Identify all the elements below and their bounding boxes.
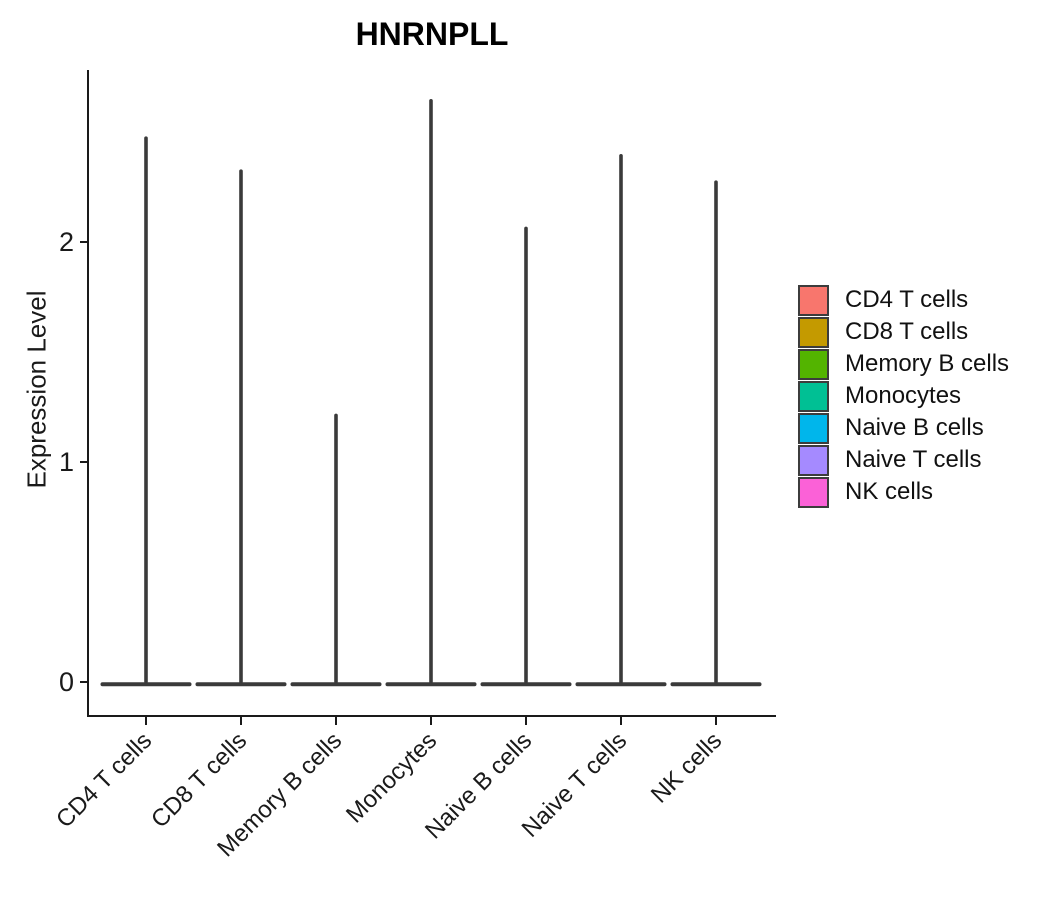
legend-item-label: CD8 T cells: [845, 318, 969, 345]
legend-item-label: CD4 T cells: [845, 286, 969, 313]
legend-item-monocytes: Monocytes: [798, 380, 1009, 412]
violin-cd4-t-cells: [100, 136, 192, 687]
violin-naive-b-cells: [480, 226, 572, 687]
violin-base: [670, 682, 762, 687]
legend-swatch-naive-b-cells: [798, 412, 829, 444]
legend-swatch-nk-cells: [798, 476, 829, 508]
legend-item-cd8-t-cells: CD8 T cells: [798, 316, 1009, 348]
violin-cd8-t-cells: [195, 169, 287, 687]
violin-memory-b-cells: [290, 413, 382, 687]
violin-naive-t-cells: [575, 154, 667, 687]
legend-item-label: Memory B cells: [845, 350, 1010, 377]
y-axis-label: Expression Level: [21, 290, 52, 489]
violin-spike: [334, 413, 338, 684]
x-axis-label-monocytes: Monocytes: [341, 727, 442, 828]
legend-item-memory-b-cells: Memory B cells: [798, 348, 1009, 380]
legend-item-label: Naive B cells: [845, 414, 984, 441]
legend-swatch-cd8-t-cells: [798, 316, 829, 348]
violin-nk-cells: [670, 180, 762, 687]
legend-swatch-monocytes: [798, 380, 829, 412]
violin-base: [480, 682, 572, 687]
plot-title: HNRNPLL: [355, 16, 509, 52]
x-axis-label-cd4-t-cells: CD4 T cells: [51, 727, 157, 833]
violin-spike: [619, 154, 623, 684]
violin-spike: [144, 136, 148, 684]
legend-item-label: Naive T cells: [845, 446, 982, 473]
violin-spike: [429, 99, 433, 684]
violin-spike: [714, 180, 718, 684]
legend-item-naive-t-cells: Naive T cells: [798, 444, 1009, 476]
y-tick-label: 0: [59, 667, 74, 697]
legend-item-label: Monocytes: [845, 382, 962, 409]
violin-base: [195, 682, 287, 687]
violin-spike: [524, 226, 528, 684]
violin-base: [100, 682, 192, 687]
legend-swatch-memory-b-cells: [798, 348, 829, 380]
violin-base: [385, 682, 477, 687]
y-tick-label: 2: [59, 227, 74, 257]
x-axis-label-cd8-t-cells: CD8 T cells: [146, 727, 252, 833]
y-tick-label: 1: [59, 447, 74, 477]
legend-item-cd4-t-cells: CD4 T cells: [798, 284, 1009, 316]
legend-item-naive-b-cells: Naive B cells: [798, 412, 1009, 444]
legend-swatch-naive-t-cells: [798, 444, 829, 476]
violin-base: [290, 682, 382, 687]
violin-base: [575, 682, 667, 687]
legend: CD4 T cells CD8 T cells Memory B cells Mono…: [798, 284, 1009, 508]
violin-monocytes: [385, 99, 477, 687]
legend-item-nk-cells: NK cells: [798, 476, 1009, 508]
x-axis-label-nk-cells: NK cells: [646, 727, 727, 808]
violin-spike: [239, 169, 243, 684]
legend-item-label: NK cells: [845, 478, 934, 505]
legend-swatch-cd4-t-cells: [798, 284, 829, 316]
